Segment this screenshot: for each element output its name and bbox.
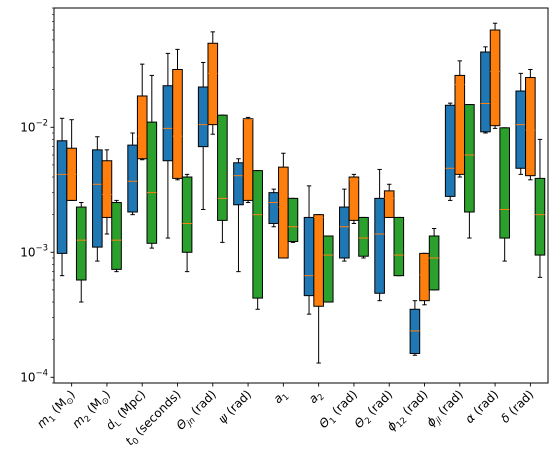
box-series1-cat9 bbox=[339, 188, 350, 262]
box-series1-cat11 bbox=[409, 300, 421, 356]
y-tick-label: 10−4 bbox=[20, 368, 48, 384]
box-iqr bbox=[499, 127, 510, 239]
x-tick-label: m2 (M⊙) bbox=[69, 387, 115, 433]
box-series3-cat10 bbox=[393, 216, 405, 277]
box-iqr bbox=[393, 216, 405, 277]
box-series1-cat10 bbox=[374, 168, 385, 302]
y-tick-label: 10−2 bbox=[20, 118, 48, 134]
box-series2-cat9 bbox=[348, 173, 360, 224]
box-series2-cat1 bbox=[66, 119, 77, 201]
box-series2-cat4 bbox=[172, 48, 183, 181]
box-iqr bbox=[534, 177, 546, 256]
box-iqr bbox=[515, 90, 527, 169]
box-series1-cat3 bbox=[127, 132, 138, 216]
box-iqr bbox=[181, 176, 193, 253]
box-iqr bbox=[278, 166, 289, 259]
box-series2-cat3 bbox=[136, 63, 148, 161]
box-series1-cat8 bbox=[303, 185, 315, 315]
box-iqr bbox=[287, 197, 299, 242]
box-iqr bbox=[383, 190, 395, 218]
box-series1-cat4 bbox=[162, 52, 174, 239]
box-iqr bbox=[303, 216, 315, 297]
box-iqr bbox=[207, 42, 219, 126]
box-series1-cat6 bbox=[233, 158, 244, 273]
plot-area bbox=[56, 22, 546, 364]
box-series2-cat5 bbox=[207, 31, 219, 135]
x-tick-label: ϕjl (rad) bbox=[424, 387, 468, 431]
box-series3-cat12 bbox=[464, 104, 475, 239]
box-series1-cat7 bbox=[268, 188, 280, 228]
box-iqr bbox=[419, 252, 430, 302]
axes-frame bbox=[53, 7, 549, 384]
box-iqr bbox=[444, 104, 456, 197]
x-tick-label: a1 bbox=[271, 387, 292, 408]
box-iqr bbox=[322, 235, 334, 303]
x-tick-label: δ (rad) bbox=[498, 387, 536, 425]
box-series3-cat14 bbox=[534, 138, 546, 278]
box-iqr bbox=[162, 85, 174, 162]
box-iqr bbox=[268, 192, 280, 224]
box-iqr bbox=[127, 144, 138, 213]
box-series3-cat6 bbox=[252, 170, 263, 310]
box-series2-cat10 bbox=[383, 183, 395, 218]
box-iqr bbox=[358, 216, 369, 257]
x-tick-label: a2 bbox=[306, 387, 327, 408]
box-series2-cat11 bbox=[419, 252, 430, 306]
box-series2-cat2 bbox=[101, 149, 113, 235]
box-series3-cat13 bbox=[499, 127, 510, 262]
box-series3-cat4 bbox=[181, 173, 193, 273]
box-iqr bbox=[111, 202, 122, 270]
box-iqr bbox=[217, 114, 228, 221]
box-iqr bbox=[525, 77, 536, 177]
box-iqr bbox=[313, 214, 324, 307]
box-iqr bbox=[454, 74, 466, 175]
box-iqr bbox=[252, 170, 263, 299]
box-iqr bbox=[242, 118, 254, 201]
box-series3-cat11 bbox=[428, 227, 440, 291]
box-iqr bbox=[480, 51, 491, 133]
y-tick-label: 10−3 bbox=[20, 243, 48, 259]
box-iqr bbox=[197, 86, 209, 148]
box-iqr bbox=[348, 176, 360, 221]
box-iqr bbox=[101, 160, 113, 218]
box-iqr bbox=[464, 104, 475, 213]
box-iqr bbox=[146, 121, 158, 244]
y-axis: 10−4 10−3 10−2 bbox=[20, 7, 54, 384]
x-tick-label: α (rad) bbox=[462, 387, 501, 426]
box-series2-cat8 bbox=[313, 214, 324, 364]
box-series3-cat1 bbox=[75, 202, 87, 303]
box-series2-cat14 bbox=[525, 68, 536, 181]
box-iqr bbox=[489, 29, 501, 127]
box-iqr bbox=[339, 206, 350, 259]
box-series3-cat2 bbox=[111, 199, 122, 273]
box-iqr bbox=[75, 206, 87, 281]
box-series1-cat1 bbox=[56, 117, 68, 277]
box-series3-cat9 bbox=[358, 216, 369, 259]
box-series3-cat5 bbox=[217, 114, 228, 243]
box-iqr bbox=[233, 162, 244, 206]
box-series2-cat13 bbox=[489, 22, 501, 129]
box-iqr bbox=[136, 95, 148, 160]
box-series1-cat13 bbox=[480, 46, 491, 134]
box-series1-cat5 bbox=[197, 61, 209, 210]
box-series2-cat12 bbox=[454, 60, 466, 178]
box-iqr bbox=[428, 235, 440, 291]
x-axis: m1 (M⊙)m2 (M⊙)dL (Mpc)t0 (seconds)Θjn (r… bbox=[34, 383, 536, 448]
box-series3-cat3 bbox=[146, 74, 158, 249]
box-iqr bbox=[92, 149, 103, 248]
box-series2-cat6 bbox=[242, 116, 254, 204]
box-iqr bbox=[374, 197, 385, 294]
box-series2-cat7 bbox=[278, 152, 289, 259]
x-tick-label: m1 (M⊙) bbox=[34, 387, 80, 433]
box-series3-cat7 bbox=[287, 197, 299, 243]
box-series1-cat12 bbox=[444, 102, 456, 201]
box-series1-cat2 bbox=[92, 136, 103, 262]
box-iqr bbox=[56, 140, 68, 254]
x-tick-label: ψ (rad) bbox=[215, 387, 254, 426]
box-series1-cat14 bbox=[515, 72, 527, 175]
box-iqr bbox=[172, 68, 183, 179]
box-series3-cat8 bbox=[322, 235, 334, 303]
